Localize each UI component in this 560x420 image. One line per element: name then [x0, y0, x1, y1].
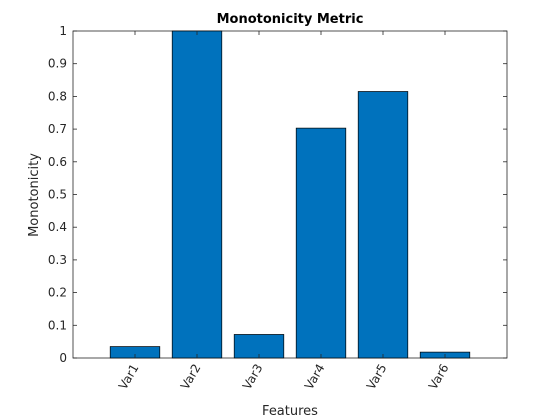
plot-area [72, 30, 508, 359]
y-axis-label: Monotonicity [27, 153, 42, 237]
y-tick-label: 0.7 [48, 122, 67, 136]
y-tick-label: 0.4 [48, 220, 67, 234]
y-tick-label: 0.9 [48, 57, 67, 71]
y-tick-label: 0.6 [48, 155, 67, 169]
y-tick-label: 0.2 [48, 286, 67, 300]
y-tick-label: 0.3 [48, 253, 67, 267]
x-axis-label: Features [262, 404, 318, 419]
bars-group [109, 30, 471, 359]
bar-var2 [171, 30, 223, 359]
y-tick-label: 0.5 [48, 188, 67, 202]
chart-title: Monotonicity Metric [217, 12, 364, 27]
y-tick-label: 0.1 [48, 318, 67, 332]
y-tick-label: 0.8 [48, 89, 67, 103]
bar-var5 [357, 91, 409, 359]
bar-var4 [295, 127, 347, 359]
y-axis-ticks: 0 0.1 0.2 0.3 0.4 0.5 0.6 0.7 0.8 0.9 1 [48, 24, 507, 365]
y-tick-label: 0 [59, 351, 67, 365]
y-tick-label: 1 [59, 24, 67, 38]
